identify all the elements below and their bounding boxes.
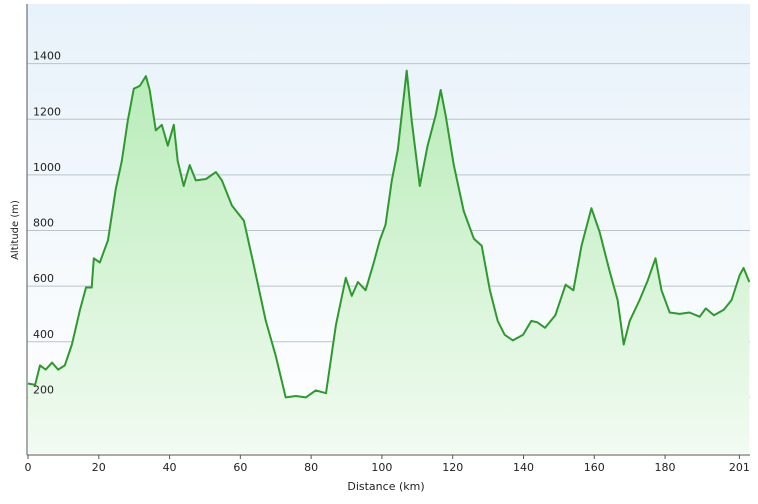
area-fill bbox=[28, 70, 750, 453]
x-tick-label: 120 bbox=[442, 461, 463, 474]
y-axis-title: Altitude (m) bbox=[10, 200, 21, 260]
y-tick-label: 800 bbox=[33, 217, 54, 230]
x-tick-label: 80 bbox=[304, 461, 318, 474]
y-tick-label: 200 bbox=[33, 383, 54, 396]
x-tick-label: 140 bbox=[513, 461, 534, 474]
x-tick-label: 0 bbox=[25, 461, 32, 474]
y-tick-label: 1400 bbox=[33, 50, 61, 63]
x-axis-title: Distance (km) bbox=[347, 480, 424, 493]
x-tick-label: 160 bbox=[584, 461, 605, 474]
x-tick-label: 20 bbox=[92, 461, 106, 474]
profile-line bbox=[27, 69, 751, 399]
x-tick-label: 180 bbox=[655, 461, 676, 474]
x-tick-label: 60 bbox=[233, 461, 247, 474]
y-tick-label: 400 bbox=[33, 328, 54, 341]
y-tick-label: 1200 bbox=[33, 105, 61, 118]
x-tick-label: 100 bbox=[371, 461, 392, 474]
x-tick-label: 40 bbox=[163, 461, 177, 474]
y-tick-label: 600 bbox=[33, 272, 54, 285]
y-tick-label: 1000 bbox=[33, 161, 61, 174]
x-tick-label: 201 bbox=[729, 461, 750, 474]
